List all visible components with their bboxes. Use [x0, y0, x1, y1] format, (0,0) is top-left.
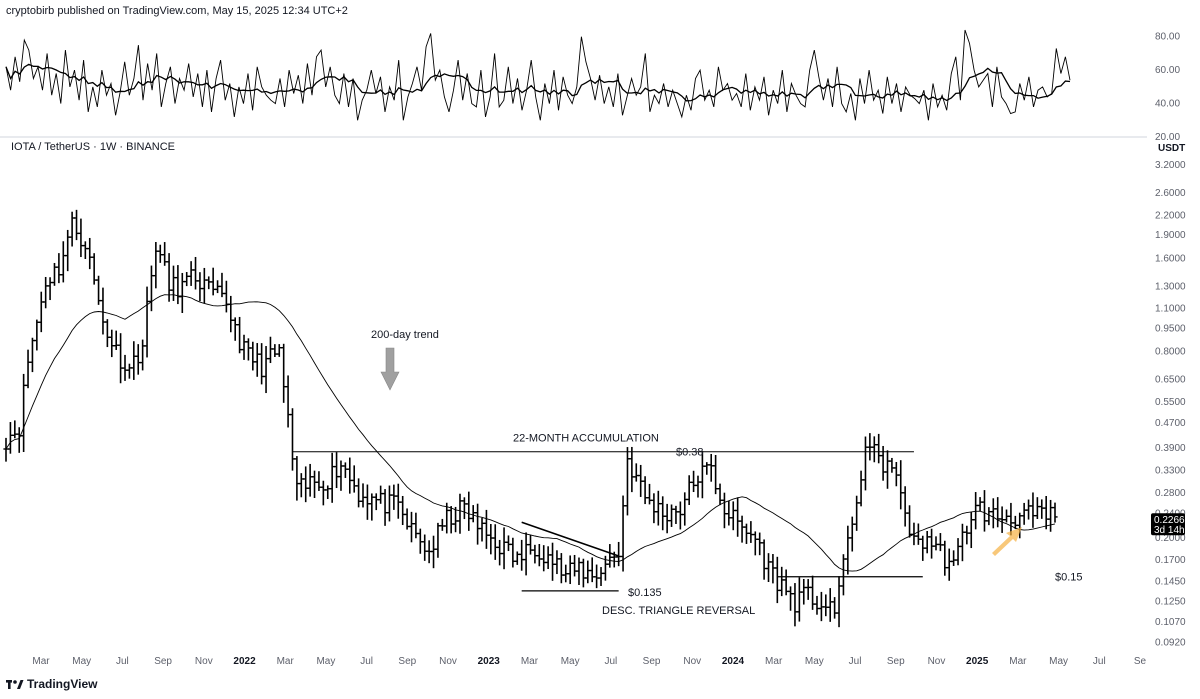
time-axis-tick: Mar: [1009, 656, 1027, 667]
price-y-tick: 1.9000: [1155, 230, 1186, 241]
time-axis-tick: Nov: [439, 656, 457, 667]
time-axis-tick: Jul: [116, 656, 129, 667]
moving-average-line: [5, 294, 1056, 572]
price-y-tick: 0.4700: [1155, 418, 1186, 429]
highlight-arrow-icon: [992, 527, 1022, 556]
time-axis-tick: May: [72, 656, 91, 667]
time-axis-tick: Sep: [887, 656, 905, 667]
trend-arrow-icon: [380, 347, 400, 391]
time-axis-tick: Mar: [32, 656, 50, 667]
price-y-tick: 0.1700: [1155, 555, 1186, 566]
osc-y-tick: 80.00: [1155, 32, 1180, 43]
price-y-tick: 0.3300: [1155, 466, 1186, 477]
last-price-value: 0.2266: [1154, 515, 1185, 526]
time-axis-tick: 2023: [478, 656, 501, 667]
time-axis-tick: Sep: [398, 656, 416, 667]
time-axis-tick: Jul: [360, 656, 373, 667]
tradingview-logo-icon: [6, 680, 24, 689]
osc-slow-line: [5, 63, 1071, 102]
time-axis-tick: Sep: [154, 656, 172, 667]
price-y-tick: 0.8000: [1155, 347, 1186, 358]
time-axis-tick: May: [805, 656, 824, 667]
time-axis-tick: Se: [1134, 656, 1147, 667]
triangle-support-label: $0.135: [628, 587, 662, 599]
time-axis-tick: May: [561, 656, 580, 667]
price-y-tick: 1.1000: [1155, 304, 1186, 315]
osc-y-tick: 20.00: [1155, 132, 1180, 143]
osc-y-tick: 60.00: [1155, 65, 1180, 76]
price-panel[interactable]: USDT 3.2000 2.6000 2.2000 1.9000 1.6000 1.3000…: [3, 143, 1186, 648]
ohlc-bar: [1052, 502, 1058, 523]
time-axis-tick: Nov: [195, 656, 213, 667]
price-y-tick: 0.0920: [1155, 637, 1186, 648]
price-axis-title: USDT: [1158, 143, 1185, 154]
price-y-tick: 1.3000: [1155, 281, 1186, 292]
price-y-tick: 0.9500: [1155, 323, 1186, 334]
time-axis-tick: Mar: [765, 656, 783, 667]
accumulation-label: 22-MONTH ACCUMULATION: [513, 433, 659, 445]
time-axis-tick: Jul: [849, 656, 862, 667]
time-axis-tick: 2022: [233, 656, 256, 667]
time-axis-tick: May: [1049, 656, 1068, 667]
oscillator-panel[interactable]: 80.00 60.00 40.00 20.00: [5, 29, 1180, 143]
time-axis-tick: Jul: [604, 656, 617, 667]
time-axis-tick: Mar: [277, 656, 295, 667]
triangle-upper-line: [521, 521, 619, 557]
price-y-tick: 0.1070: [1155, 617, 1186, 628]
osc-fast-line: [5, 29, 1071, 121]
price-y-tick: 0.1450: [1155, 576, 1186, 587]
time-axis-tick: May: [316, 656, 335, 667]
resistance-label: $0.38: [676, 447, 704, 459]
time-axis-tick: Jul: [1093, 656, 1106, 667]
time-axis[interactable]: Mar May Jul Sep Nov 2022 Mar May Jul Sep Nov 2023 Ma…: [32, 656, 1146, 667]
price-y-tick: 0.3900: [1155, 443, 1186, 454]
time-axis-tick: Mar: [521, 656, 539, 667]
last-price-tag: [1151, 513, 1185, 536]
triangle-label: DESC. TRIANGLE REVERSAL: [602, 605, 755, 617]
price-y-tick: 3.2000: [1155, 160, 1186, 171]
trend-label: 200-day trend: [371, 329, 439, 341]
price-y-tick: 0.1250: [1155, 596, 1186, 607]
support-label: $0.15: [1055, 572, 1083, 584]
price-y-tick: 2.2000: [1155, 211, 1186, 222]
time-axis-tick: Nov: [683, 656, 701, 667]
price-y-tick: 0.5500: [1155, 397, 1186, 408]
time-axis-tick: Nov: [928, 656, 946, 667]
price-y-tick: 1.6000: [1155, 253, 1186, 264]
price-y-tick: 0.2000: [1155, 533, 1186, 544]
tradingview-brand: TradingView: [27, 677, 98, 691]
time-axis-tick: Sep: [643, 656, 661, 667]
osc-y-tick: 40.00: [1155, 99, 1180, 110]
time-axis-tick: 2025: [966, 656, 989, 667]
time-axis-tick: 2024: [722, 656, 745, 667]
symbol-line: IOTA / TetherUS · 1W · BINANCE: [11, 141, 175, 153]
tradingview-footer[interactable]: TradingView: [6, 677, 98, 691]
price-y-tick: 0.2800: [1155, 488, 1186, 499]
publisher-line: cryptobirb published on TradingView.com,…: [6, 5, 348, 17]
price-y-tick: 2.6000: [1155, 188, 1186, 199]
last-bar-countdown: 3d 14h: [1154, 525, 1185, 536]
price-y-tick: 0.6500: [1155, 375, 1186, 386]
